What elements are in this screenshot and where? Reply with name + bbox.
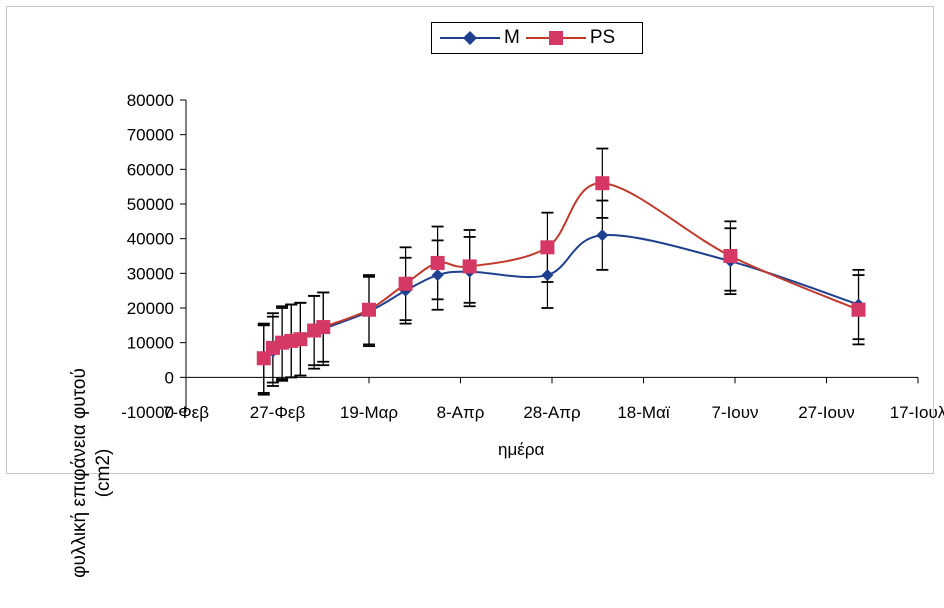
y-tick-label: 60000 [127,160,174,179]
chart-plot: -10000 0 10000 20000 30000 40000 50000 60000 700… [121,91,944,422]
chart-legend: M PS [431,22,643,54]
legend-swatch-m [440,31,500,45]
data-point-m [541,269,554,282]
legend-item-ps: PS [525,27,616,49]
y-axis-title-line1: φυλλική επιφάνεια φυτού [69,368,90,578]
data-point-ps [398,276,413,291]
data-point-ps [595,176,610,191]
legend-label-ps: PS [589,27,616,48]
y-tick-label: 0 [165,368,174,387]
legend-label-m: M [504,27,520,48]
y-axis-title-line2: (cm2) [93,448,114,498]
data-point-ps [462,259,477,274]
y-tick-label: 10000 [127,334,174,353]
series-line-m [263,234,859,361]
data-point-ps [293,332,308,347]
x-tick-label: 7-Φεβ [163,403,209,422]
legend-swatch-ps [525,31,586,45]
data-point-m [596,229,609,242]
series-line-ps [263,182,859,359]
x-tick-label: 27-Ιουν [798,403,855,422]
data-point-ps [723,249,738,263]
x-tick-label: 18-Μαϊ [617,403,671,422]
data-point-ps [430,255,445,270]
y-tick-label: 50000 [127,195,174,214]
x-tick-label: 19-Μαρ [340,403,398,422]
y-tick-label: 30000 [127,264,174,283]
x-tick-label: 17-Ιουλ [890,403,944,422]
data-point-ps [540,240,555,255]
data-point-ps [851,302,866,317]
y-tick-label: 80000 [127,91,174,110]
y-tick-label: -10000 [121,403,174,422]
x-tick-label: 7-Ιουν [711,403,758,422]
y-tick-label: 40000 [127,230,174,249]
x-axis-title: ημέρα [498,440,545,459]
x-tick-label: 28-Απρ [523,403,580,422]
data-point-m [431,269,444,282]
x-tick-label: 8-Απρ [437,403,485,422]
x-tick-label: 27-Φεβ [250,403,306,422]
data-point-ps [362,302,376,317]
y-tick-label: 20000 [127,299,174,318]
y-tick-label: 70000 [127,126,174,145]
data-point-ps [316,320,331,335]
legend-item-m: M [440,27,520,49]
